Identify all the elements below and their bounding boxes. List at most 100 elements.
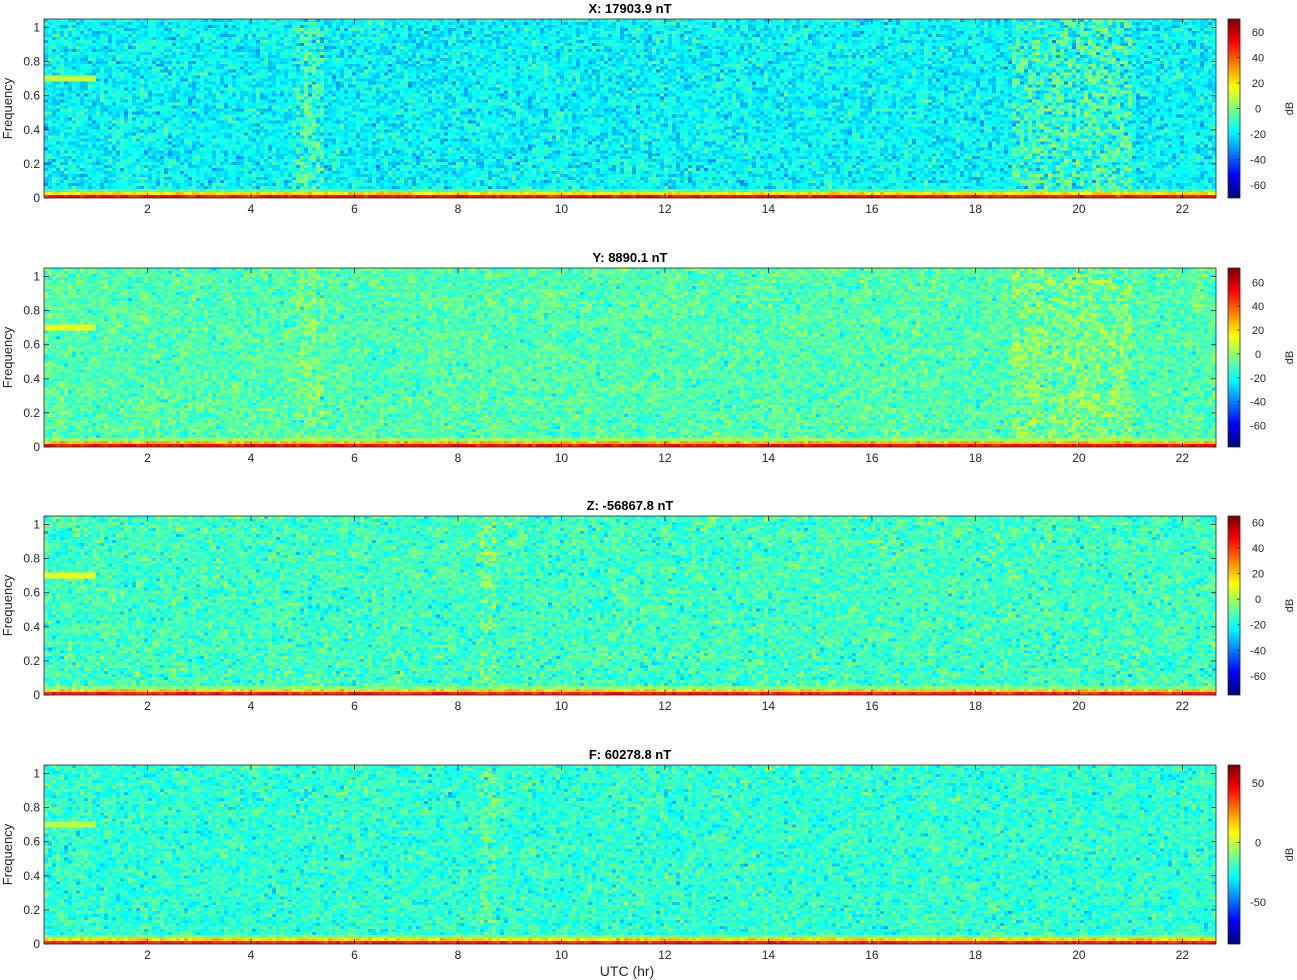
y-tick-label: 0.6 (23, 835, 40, 849)
axes-box (43, 764, 1217, 945)
colorbar-gradient (1228, 268, 1240, 447)
y-tick-label: 0.8 (23, 55, 40, 69)
colorbar-tick-label: 20 (1252, 325, 1264, 337)
y-tick-label: 0 (33, 191, 40, 205)
colorbar: -60 -40 -20 0 20 40 60 dB (1227, 18, 1296, 199)
colorbar-box (1227, 764, 1241, 945)
colorbar-tick-label: -50 (1250, 897, 1266, 909)
x-tick-label: 6 (351, 451, 358, 465)
x-tick-label: 16 (865, 948, 879, 962)
x-tick-label: 14 (762, 451, 776, 465)
x-tick-label: 18 (969, 202, 983, 216)
x-tick-label: 16 (865, 451, 879, 465)
colorbar-tick-label: -40 (1250, 155, 1266, 167)
panel-title: F: 60278.8 nT (589, 747, 671, 762)
colorbar-tick-label: -20 (1250, 373, 1266, 385)
y-axis-label: Frequency (0, 574, 15, 636)
colorbar-tick-label: -40 (1250, 645, 1266, 657)
x-tick-label: 2 (144, 202, 151, 216)
x-tick-label: 10 (555, 202, 569, 216)
colorbar-tick-label: -40 (1250, 397, 1266, 409)
y-tick-label: 1 (33, 767, 40, 781)
x-tick-label: 12 (658, 948, 672, 962)
x-tick-label: 20 (1072, 202, 1086, 216)
colorbar-tick-label: 0 (1255, 594, 1261, 606)
x-tick-label: 18 (969, 699, 983, 713)
figure-xlabel: UTC (hr) (600, 963, 654, 979)
x-tick-label: 6 (351, 202, 358, 216)
colorbar-label: dB (1284, 351, 1296, 364)
x-tick-label: 18 (969, 948, 983, 962)
colorbar-tick-label: 60 (1252, 277, 1264, 289)
x-tick-label: 16 (865, 699, 879, 713)
colorbar-label: dB (1284, 102, 1296, 115)
colorbar: -60 -40 -20 0 20 40 60 dB (1227, 515, 1296, 696)
x-tick-label: 8 (455, 202, 462, 216)
panel-title: Z: -56867.8 nT (587, 498, 674, 513)
x-tick-label: 12 (658, 451, 672, 465)
x-tick-label: 8 (455, 699, 462, 713)
x-tick-label: 8 (455, 451, 462, 465)
axes-box (43, 515, 1217, 696)
y-tick-label: 1 (33, 518, 40, 532)
colorbar-tick-label: -60 (1250, 671, 1266, 683)
y-tick-label: 0.8 (23, 304, 40, 318)
axes-box (43, 18, 1217, 199)
x-tick-label: 22 (1176, 699, 1190, 713)
x-tick-label: 4 (248, 948, 255, 962)
axes-box (43, 267, 1217, 448)
colorbar-label: dB (1284, 848, 1296, 861)
colorbar-tick-label: 40 (1252, 543, 1264, 555)
y-tick-label: 1 (33, 270, 40, 284)
x-tick-label: 14 (762, 948, 776, 962)
spectrogram-image (44, 516, 1216, 695)
colorbar-tick-label: -20 (1250, 620, 1266, 632)
panel-title: Y: 8890.1 nT (593, 250, 668, 265)
colorbar-tick-label: 0 (1255, 349, 1261, 361)
panel-title: X: 17903.9 nT (588, 1, 671, 16)
x-tick-label: 20 (1072, 451, 1086, 465)
y-tick-label: 0.2 (23, 406, 40, 420)
x-tick-label: 20 (1072, 699, 1086, 713)
colorbar-box (1227, 515, 1241, 696)
colorbar-tick-label: 0 (1255, 104, 1261, 116)
x-tick-label: 22 (1176, 451, 1190, 465)
x-tick-label: 10 (555, 948, 569, 962)
y-tick-label: 0.2 (23, 654, 40, 668)
colorbar-tick-label: 50 (1252, 778, 1264, 790)
y-axis-label: Frequency (0, 77, 15, 139)
x-tick-label: 6 (351, 699, 358, 713)
y-tick-label: 0.8 (23, 801, 40, 815)
colorbar-tick-label: 60 (1252, 27, 1264, 39)
y-tick-label: 0 (33, 688, 40, 702)
colorbar: -50 0 50 dB (1227, 764, 1296, 945)
colorbar-box (1227, 267, 1241, 448)
x-tick-label: 14 (762, 699, 776, 713)
x-tick-label: 22 (1176, 202, 1190, 216)
x-tick-label: 10 (555, 451, 569, 465)
colorbar-tick-label: 40 (1252, 301, 1264, 313)
x-tick-label: 12 (658, 202, 672, 216)
colorbar-tick-label: 60 (1252, 517, 1264, 529)
y-tick-label: 0 (33, 937, 40, 951)
x-tick-label: 2 (144, 699, 151, 713)
x-tick-label: 12 (658, 699, 672, 713)
colorbar-tick-label: -20 (1250, 129, 1266, 141)
y-tick-label: 0.6 (23, 89, 40, 103)
x-tick-label: 4 (248, 202, 255, 216)
x-tick-label: 2 (144, 451, 151, 465)
y-tick-label: 0.6 (23, 586, 40, 600)
colorbar-gradient (1228, 19, 1240, 198)
y-tick-label: 0.8 (23, 552, 40, 566)
x-tick-label: 6 (351, 948, 358, 962)
y-tick-label: 0 (33, 440, 40, 454)
x-tick-label: 18 (969, 451, 983, 465)
x-tick-label: 14 (762, 202, 776, 216)
colorbar-tick-label: -60 (1250, 421, 1266, 433)
spectrogram-image (44, 765, 1216, 944)
x-tick-label: 10 (555, 699, 569, 713)
